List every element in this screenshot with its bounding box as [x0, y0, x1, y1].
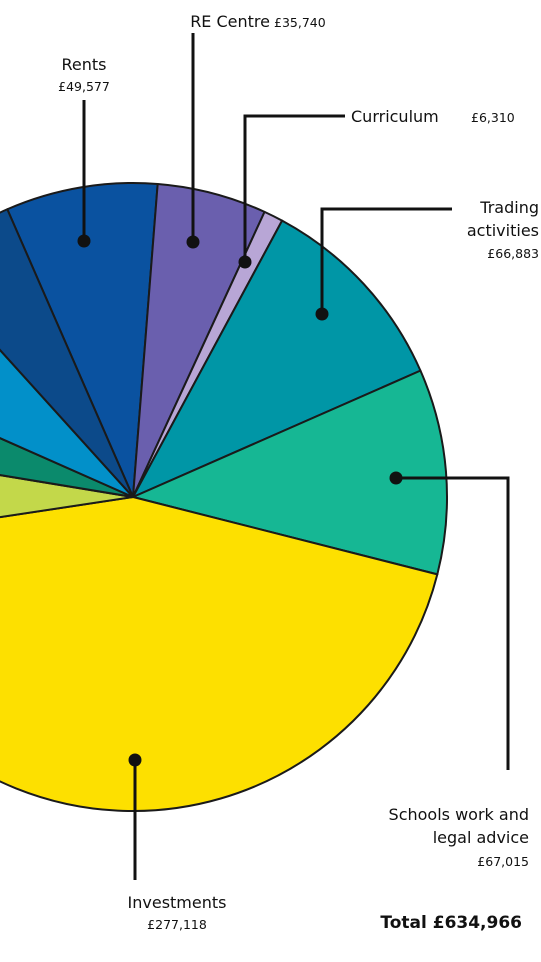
slice-label: Schools work and legal advice [388, 805, 529, 847]
slice [6, 182, 159, 498]
leader-dot [238, 255, 252, 269]
value-label: £66,883 [487, 246, 539, 261]
slice [132, 369, 448, 576]
value-label: £49,577 [58, 79, 110, 94]
total: Total £634,966 [380, 913, 522, 933]
leader-line [320, 207, 452, 314]
leader-dot [315, 307, 329, 321]
slice-label: Trading activities [466, 198, 539, 240]
leader-line [243, 114, 345, 262]
leader-dot [128, 753, 142, 767]
slice-label: Investments [127, 893, 227, 912]
slice [0, 208, 134, 498]
slice [0, 496, 439, 812]
slice [132, 219, 422, 498]
leader-dot [389, 471, 403, 485]
value-label: £6,310 [471, 110, 515, 125]
value-label: £67,015 [477, 854, 529, 869]
slice [0, 474, 134, 519]
leader-dot [186, 235, 200, 249]
leader-line [396, 476, 510, 770]
slice-label: RE Centre [190, 12, 270, 31]
leader-dot [77, 234, 91, 248]
value-label: £277,118 [147, 917, 207, 932]
value-label: £35,740 [274, 15, 326, 30]
slice-label: Curriculum [351, 107, 439, 126]
slice-label: Rents [61, 55, 107, 74]
